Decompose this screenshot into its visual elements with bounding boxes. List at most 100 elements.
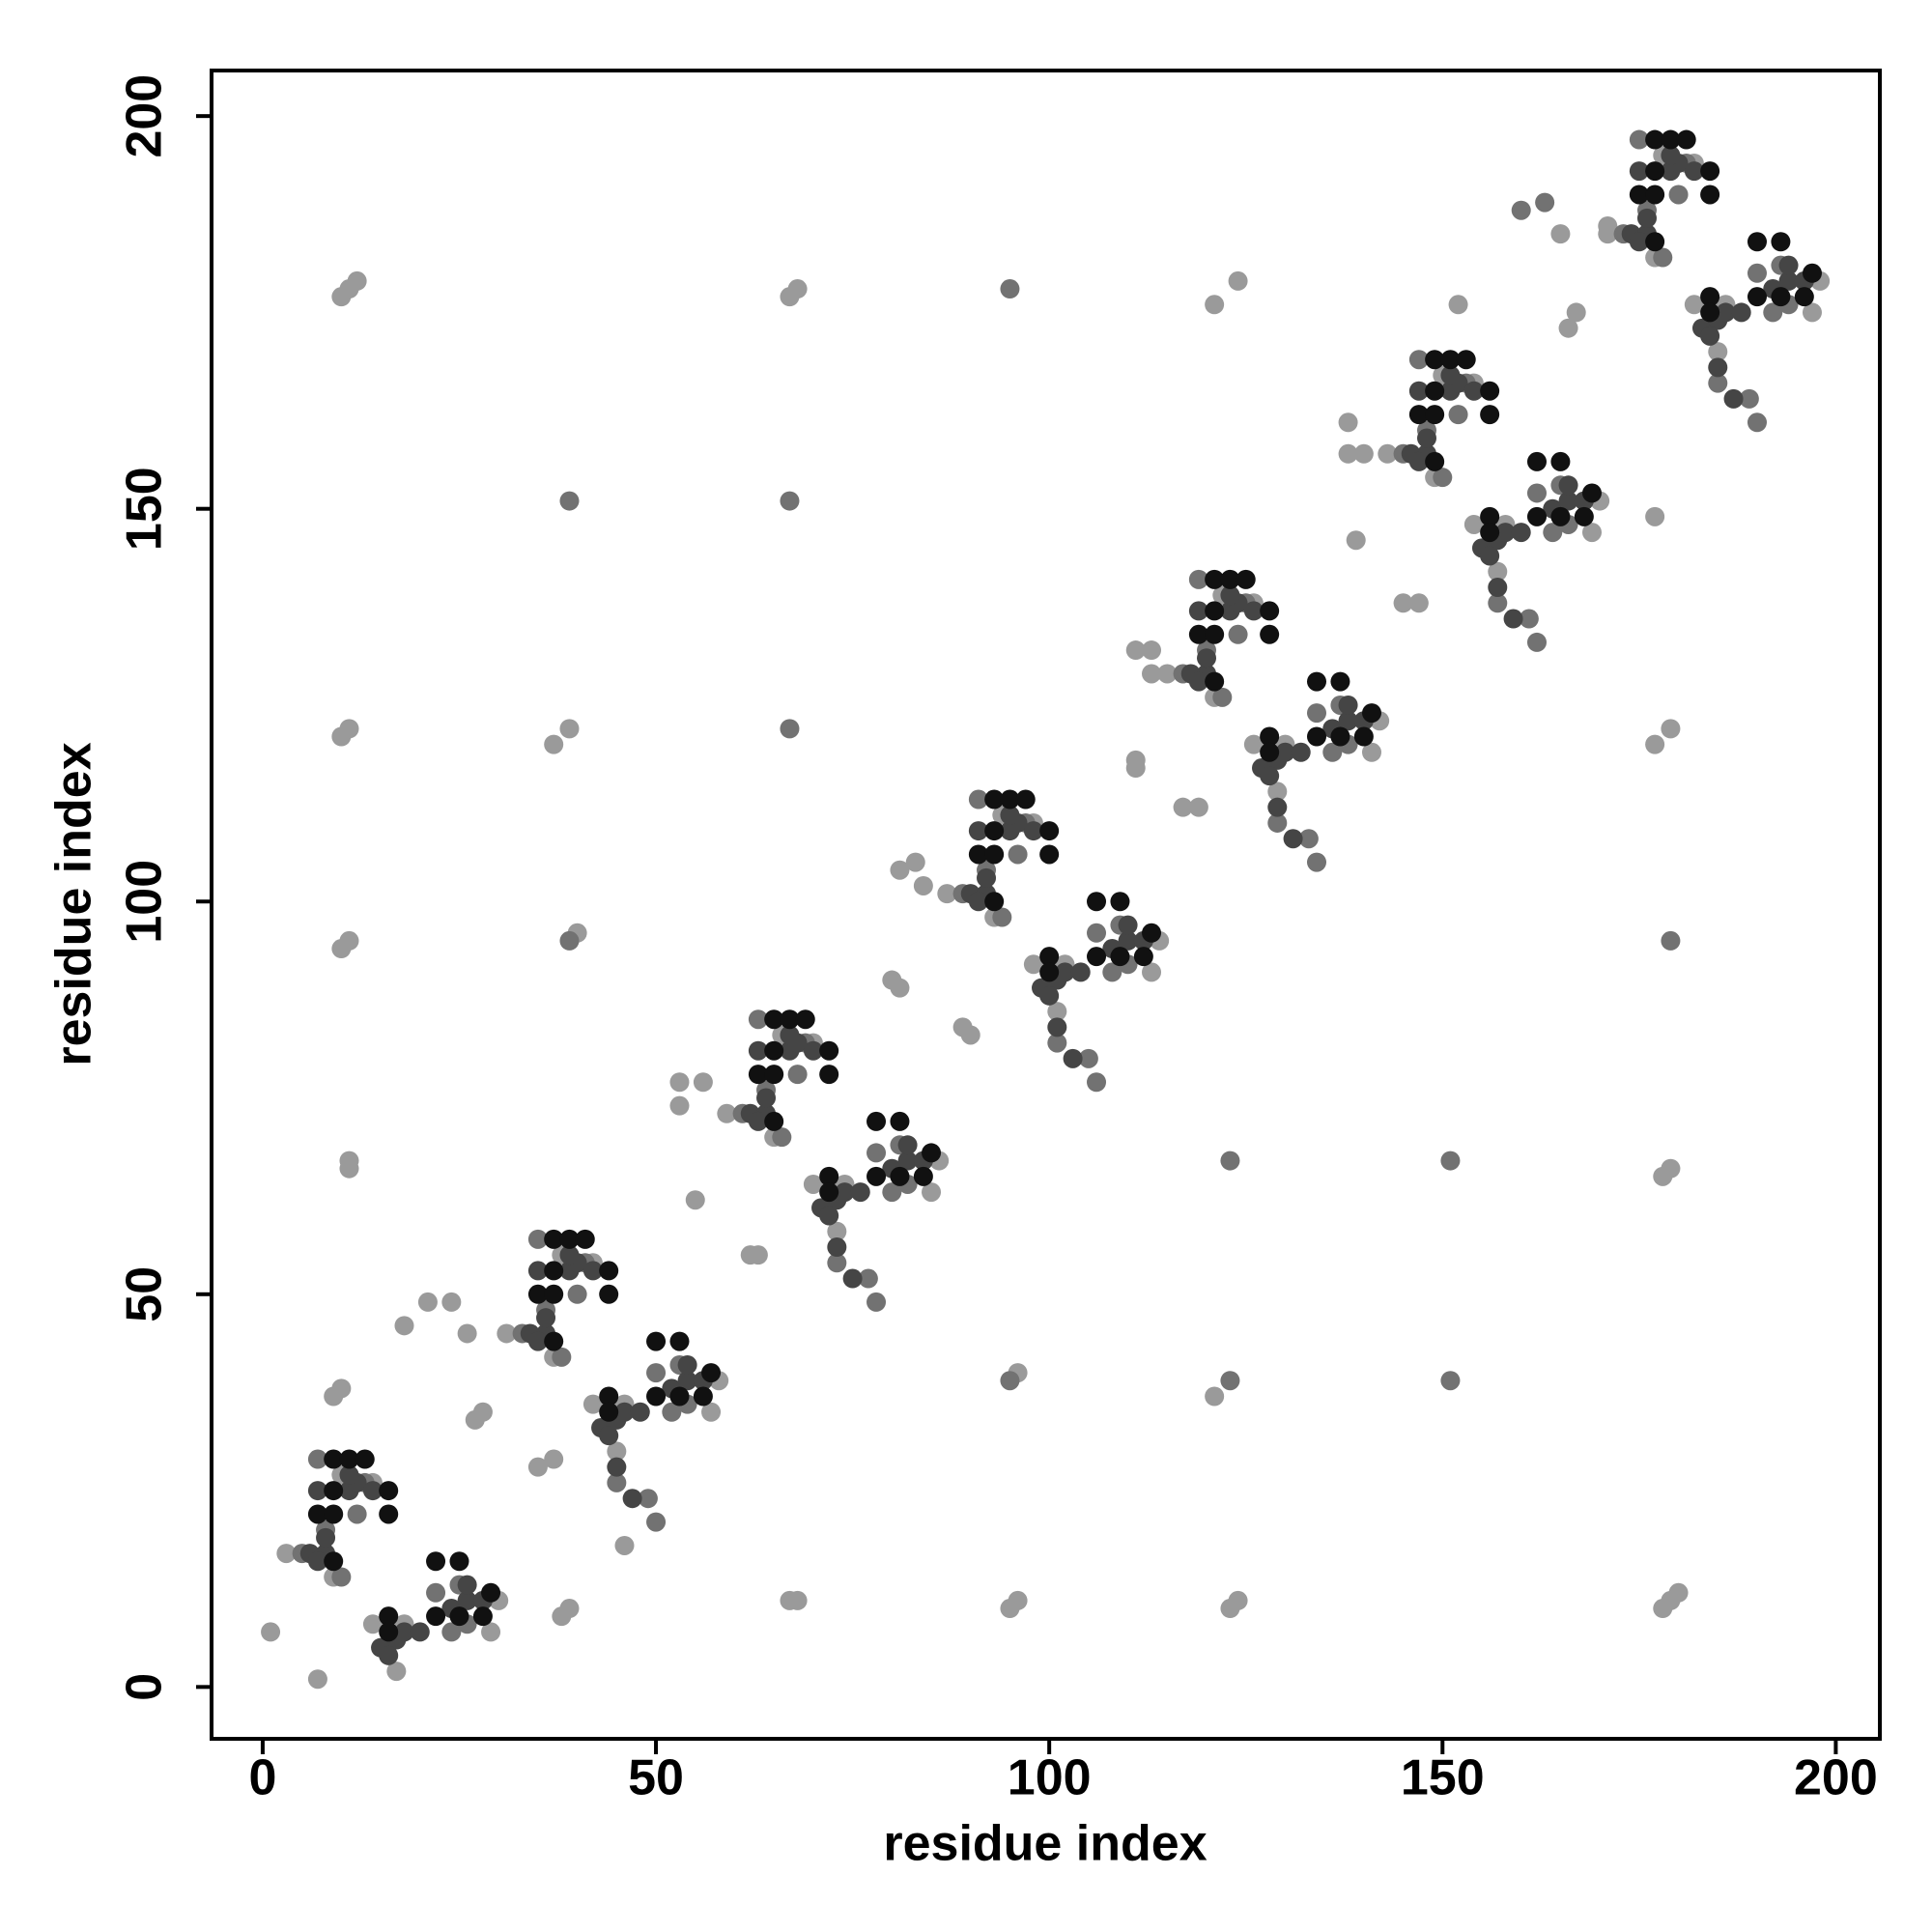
point: [1653, 1166, 1673, 1186]
point: [1433, 468, 1453, 488]
point: [1778, 270, 1799, 291]
point: [669, 1095, 690, 1116]
point: [1000, 805, 1020, 825]
point: [1338, 443, 1358, 464]
point: [379, 1481, 399, 1501]
point: [1535, 192, 1555, 213]
point: [544, 1331, 564, 1351]
point: [1205, 1386, 1225, 1406]
point: [426, 1551, 446, 1572]
point: [1598, 215, 1618, 236]
point: [764, 1065, 784, 1085]
point: [599, 1261, 619, 1281]
point: [362, 1481, 383, 1501]
point: [780, 1025, 800, 1045]
x-axis-label: residue index: [883, 1816, 1207, 1872]
point: [1188, 624, 1208, 644]
point: [472, 1606, 493, 1627]
point: [339, 1449, 359, 1469]
x-tick-label: 50: [628, 1750, 684, 1806]
point: [1566, 302, 1586, 323]
point: [527, 1284, 548, 1304]
point: [1362, 703, 1382, 724]
point: [1047, 1033, 1067, 1053]
point: [1330, 726, 1350, 747]
point: [1039, 962, 1060, 982]
point: [1629, 161, 1649, 182]
point: [1142, 923, 1162, 943]
point: [764, 1040, 784, 1061]
point: [984, 844, 1005, 865]
point: [819, 1206, 839, 1226]
point: [1519, 609, 1539, 629]
point: [1307, 671, 1327, 692]
point: [331, 726, 352, 747]
point: [307, 1551, 327, 1572]
point: [261, 1622, 281, 1642]
point: [324, 1551, 344, 1572]
point: [316, 1527, 336, 1548]
point: [1322, 742, 1343, 762]
point: [1023, 954, 1043, 975]
point: [426, 1582, 446, 1603]
point: [1448, 295, 1468, 315]
point: [1378, 443, 1398, 464]
point: [913, 1166, 933, 1186]
point: [1047, 1017, 1067, 1037]
point: [1550, 224, 1571, 244]
point: [1205, 671, 1225, 692]
point: [1440, 350, 1461, 370]
x-tick-label: 150: [1401, 1750, 1485, 1806]
point: [1346, 530, 1366, 551]
point: [276, 1544, 297, 1564]
point: [819, 1182, 839, 1203]
point: [527, 1229, 548, 1249]
point: [1188, 671, 1208, 692]
point: [1488, 593, 1508, 613]
point: [552, 1347, 572, 1367]
point: [1133, 947, 1153, 967]
point: [1307, 852, 1327, 872]
point: [662, 1402, 682, 1422]
point: [481, 1582, 501, 1603]
point: [599, 1284, 619, 1304]
point: [1212, 687, 1233, 707]
y-tick-label: 200: [117, 74, 173, 158]
point: [1157, 664, 1178, 684]
x-tick-label: 0: [248, 1750, 276, 1806]
point: [897, 1151, 918, 1171]
point: [1267, 781, 1288, 802]
point: [1425, 405, 1445, 425]
point: [607, 1457, 627, 1477]
y-axis-label: residue index: [46, 742, 102, 1065]
point: [1173, 797, 1193, 817]
point: [1581, 523, 1602, 543]
point: [544, 1284, 564, 1304]
point: [324, 1504, 344, 1524]
point: [1739, 388, 1759, 409]
point: [819, 1040, 839, 1061]
point: [1243, 734, 1264, 754]
point: [748, 1245, 768, 1265]
point: [1488, 561, 1508, 582]
point: [1015, 789, 1036, 810]
point: [1260, 742, 1280, 762]
point: [1645, 232, 1665, 252]
point: [379, 1606, 399, 1627]
point: [748, 1111, 768, 1131]
point: [1087, 1072, 1107, 1093]
point: [1488, 578, 1508, 598]
point: [1802, 263, 1822, 283]
point: [1480, 523, 1500, 543]
plot-frame: [210, 69, 1882, 1741]
point: [638, 1489, 658, 1509]
point: [559, 719, 580, 739]
point: [1008, 844, 1028, 865]
point: [1338, 711, 1358, 731]
point: [1353, 726, 1374, 747]
point: [882, 1182, 902, 1203]
point: [1243, 601, 1264, 621]
point: [1039, 985, 1060, 1006]
point: [1771, 287, 1791, 307]
point: [1463, 514, 1484, 534]
